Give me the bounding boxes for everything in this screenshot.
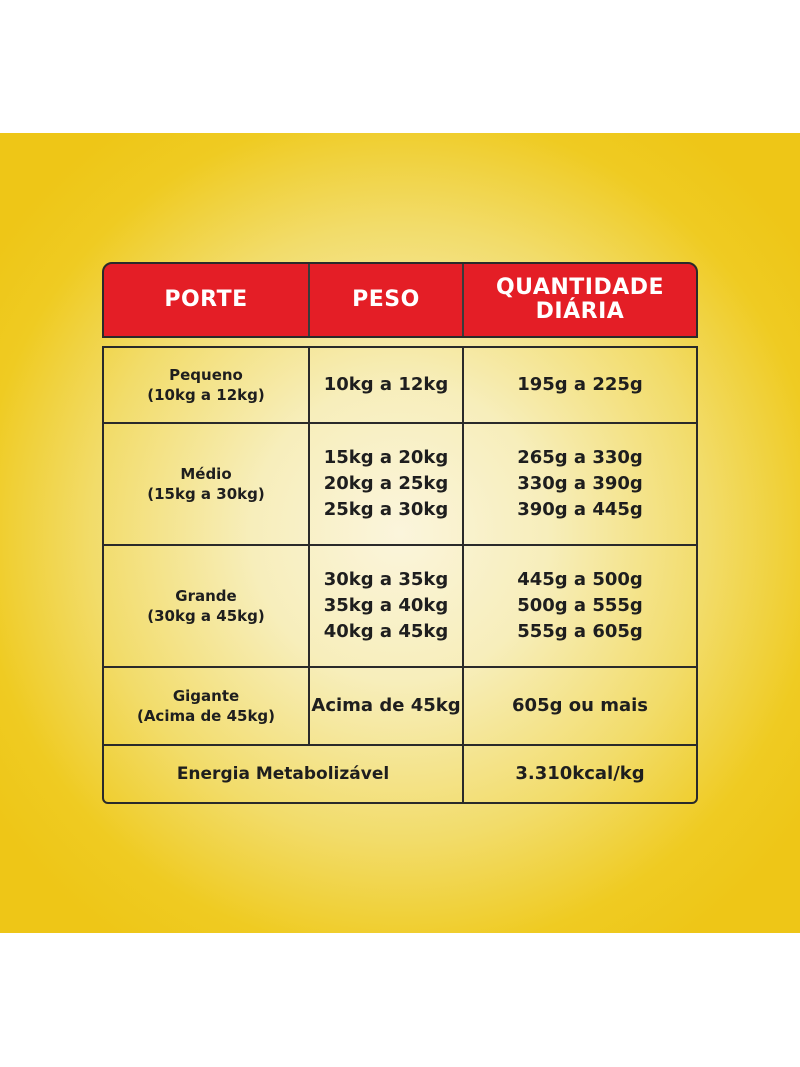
table-row-porte: Grande (30kg a 45kg)	[104, 546, 308, 666]
energy-value-cell: 3.310kcal/kg	[464, 746, 696, 802]
quantidade-value: 500g a 555g	[517, 595, 643, 616]
header-quantidade: QUANTIDADE DIÁRIA	[464, 264, 696, 336]
column-divider	[462, 348, 464, 802]
header-divider	[308, 264, 310, 336]
quantidade-value: 265g a 330g	[517, 447, 643, 468]
header-porte-label: PORTE	[164, 287, 248, 312]
feeding-table: Pequeno (10kg a 12kg) 10kg a 12kg 195g a…	[102, 346, 698, 804]
table-row-porte: Pequeno (10kg a 12kg)	[104, 348, 308, 422]
table-row-quantidade: 265g a 330g 330g a 390g 390g a 445g	[464, 424, 696, 544]
energy-label: Energia Metabolizável	[176, 764, 390, 784]
row-divider	[104, 744, 696, 746]
header-porte: PORTE	[104, 264, 308, 336]
peso-value: 30kg a 35kg	[323, 569, 449, 590]
porte-name: Pequeno	[169, 366, 243, 384]
table-row-peso: 10kg a 12kg	[310, 348, 462, 422]
quantidade-value: 390g a 445g	[517, 499, 643, 520]
peso-value: Acima de 45kg	[311, 695, 461, 716]
porte-name: Médio	[180, 465, 232, 483]
table-row-quantidade: 605g ou mais	[464, 668, 696, 744]
row-divider	[104, 544, 696, 546]
quantidade-value: 555g a 605g	[517, 621, 643, 642]
column-divider	[308, 348, 310, 744]
peso-value: 40kg a 45kg	[323, 621, 449, 642]
peso-value: 10kg a 12kg	[323, 374, 449, 395]
quantidade-value: 605g ou mais	[512, 695, 648, 716]
header-peso-label: PESO	[352, 287, 420, 312]
table-row-peso: 15kg a 20kg 20kg a 25kg 25kg a 30kg	[310, 424, 462, 544]
energy-label-cell: Energia Metabolizável	[104, 746, 462, 802]
table-row-porte: Médio (15kg a 30kg)	[104, 424, 308, 544]
peso-value: 15kg a 20kg	[323, 447, 449, 468]
table-row-peso: 30kg a 35kg 35kg a 40kg 40kg a 45kg	[310, 546, 462, 666]
row-divider	[104, 666, 696, 668]
table-row-peso: Acima de 45kg	[310, 668, 462, 744]
porte-name: Gigante	[172, 687, 240, 705]
energy-value: 3.310kcal/kg	[515, 763, 645, 784]
table-row-quantidade: 445g a 500g 500g a 555g 555g a 605g	[464, 546, 696, 666]
peso-value: 20kg a 25kg	[323, 473, 449, 494]
header-peso: PESO	[310, 264, 462, 336]
header-quantidade-line2: DIÁRIA	[535, 299, 625, 324]
header-quantidade-line1: QUANTIDADE	[495, 275, 665, 300]
table-row-porte: Gigante (Acima de 45kg)	[104, 668, 308, 744]
porte-range: (Acima de 45kg)	[136, 707, 276, 725]
quantidade-value: 445g a 500g	[517, 569, 643, 590]
porte-range: (30kg a 45kg)	[147, 607, 265, 625]
row-divider	[104, 422, 696, 424]
porte-range: (15kg a 30kg)	[147, 485, 265, 503]
table-header: PORTE PESO QUANTIDADE DIÁRIA	[102, 262, 698, 338]
quantidade-value: 195g a 225g	[517, 374, 643, 395]
quantidade-value: 330g a 390g	[517, 473, 643, 494]
header-divider	[462, 264, 464, 336]
table-row-quantidade: 195g a 225g	[464, 348, 696, 422]
peso-value: 25kg a 30kg	[323, 499, 449, 520]
porte-name: Grande	[175, 587, 237, 605]
peso-value: 35kg a 40kg	[323, 595, 449, 616]
porte-range: (10kg a 12kg)	[147, 386, 265, 404]
